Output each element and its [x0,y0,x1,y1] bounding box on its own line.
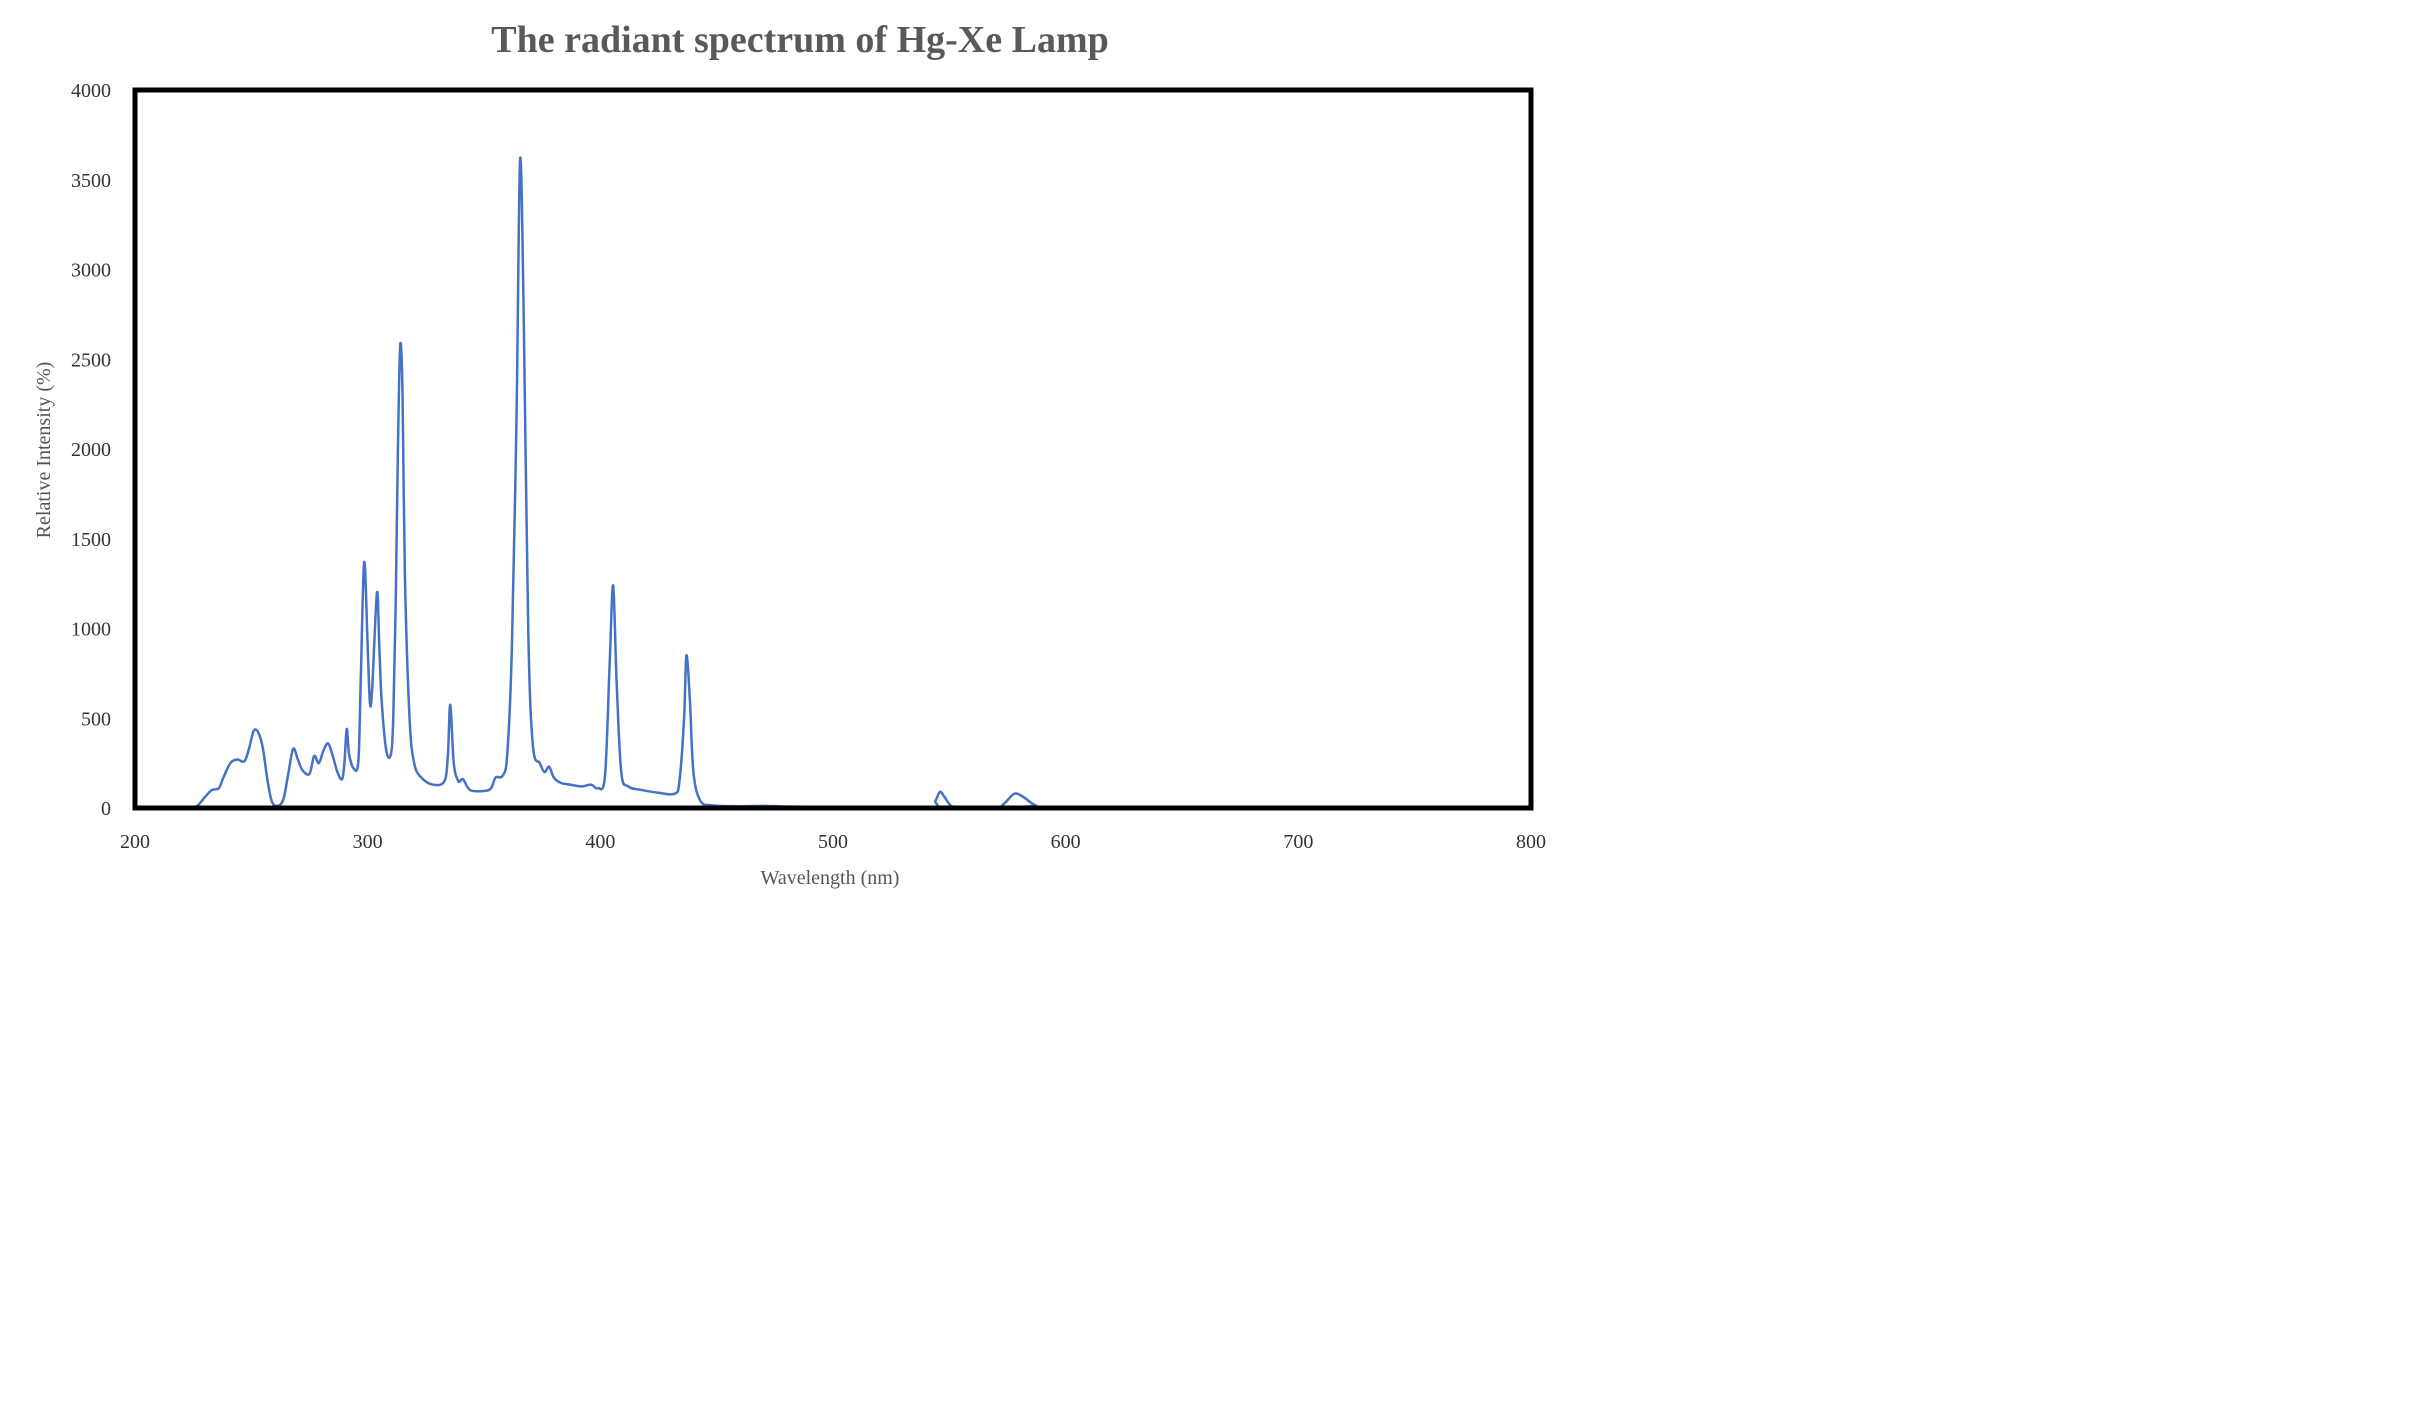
x-tick-label: 400 [585,831,615,853]
y-tick-label: 1000 [71,619,111,641]
y-tick-label: 3500 [71,170,111,192]
x-axis-label: Wavelength (nm) [761,867,900,889]
y-tick-label: 500 [81,708,111,730]
chart: The radiant spectrum of Hg-Xe Lamp 0 500 1… [33,19,1546,889]
y-axis-ticks: 0 500 1000 1500 2000 2500 3000 3500 4000 [71,80,111,820]
x-axis-ticks: 200 300 400 500 600 700 800 [120,831,1546,853]
y-tick-label: 0 [101,798,111,820]
plot-area-border [132,87,1534,811]
chart-title: The radiant spectrum of Hg-Xe Lamp [491,19,1108,61]
x-tick-label: 200 [120,831,150,853]
x-tick-label: 700 [1283,831,1313,853]
x-tick-label: 500 [818,831,848,853]
x-tick-label: 300 [353,831,383,853]
y-tick-label: 3000 [71,260,111,282]
x-tick-label: 800 [1516,831,1546,853]
y-tick-label: 1500 [71,529,111,551]
y-axis-label: Relative Intensity (%) [33,362,55,539]
x-tick-label: 600 [1051,831,1081,853]
y-tick-label: 2000 [71,439,111,461]
spectrum-series-line [133,156,1533,810]
y-tick-label: 4000 [71,80,111,102]
y-tick-label: 2500 [71,349,111,371]
